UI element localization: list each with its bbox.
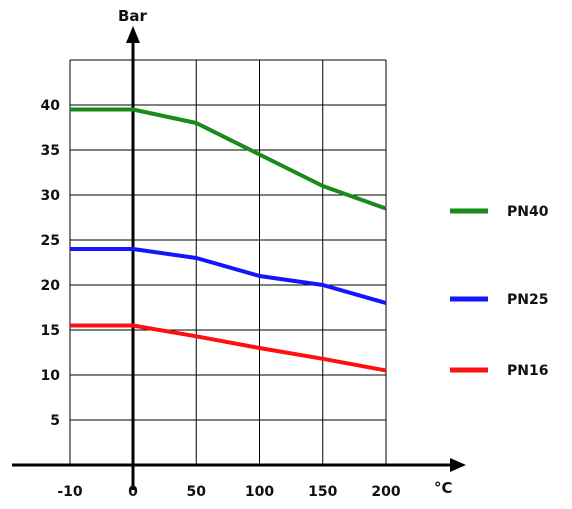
y-axis-arrow-icon <box>126 26 140 43</box>
series-line-pn40 <box>70 107 387 211</box>
y-axis-label: Bar <box>118 7 148 25</box>
y-tick-label: 35 <box>41 143 60 159</box>
x-tick-label: 50 <box>187 484 207 500</box>
series-line-pn16 <box>70 323 387 373</box>
x-tick-label: 0 <box>128 484 138 500</box>
legend-label-pn16: PN16 <box>507 363 548 379</box>
x-tick-label: 100 <box>245 484 274 500</box>
y-tick-label: 20 <box>41 278 61 294</box>
legend: PN40 PN25 PN16 <box>450 204 549 379</box>
legend-label-pn25: PN25 <box>507 292 548 308</box>
y-tick-label: 30 <box>41 188 61 204</box>
y-tick-label: 25 <box>41 233 60 249</box>
legend-label-pn40: PN40 <box>507 204 549 220</box>
x-tick-label: 150 <box>308 484 337 500</box>
axes <box>12 26 466 490</box>
y-tick-label: 40 <box>41 98 61 114</box>
x-axis-label: °C <box>434 479 453 497</box>
x-tick-label: 200 <box>371 484 400 500</box>
y-tick-label: 15 <box>41 323 60 339</box>
series-lines <box>70 107 387 373</box>
x-axis-arrow-icon <box>450 458 466 472</box>
tick-labels: 5 10 15 20 25 30 35 40 -10 0 50 100 150 200 <box>41 98 401 500</box>
y-tick-label: 5 <box>50 413 60 429</box>
y-tick-label: 10 <box>41 368 61 384</box>
x-tick-label: -10 <box>57 484 83 500</box>
series-line-pn25 <box>70 247 387 305</box>
grid <box>69 59 387 465</box>
